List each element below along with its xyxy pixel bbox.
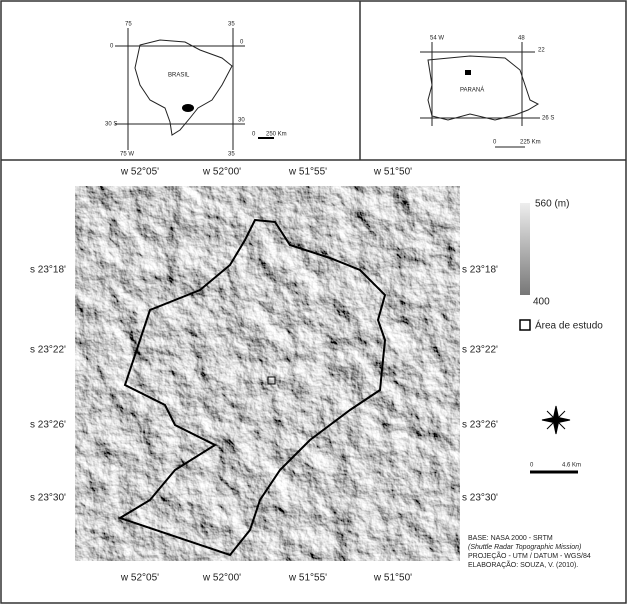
coordinate-label: s 23°30' (462, 493, 498, 504)
coordinate-label: w 52°05' (120, 167, 159, 178)
coordinate-label: s 23°18' (462, 265, 498, 276)
credit: ELABORAÇÃO: SOUZA, V. (2010). (468, 560, 578, 569)
label: 0 (252, 132, 256, 138)
coordinate-label: w 51°55' (288, 573, 327, 584)
credit: BASE: NASA 2000 - SRTM (468, 535, 553, 542)
coordinate-label: w 51°50' (373, 573, 412, 584)
credit: (Shuttle Radar Topographic Mission) (468, 544, 581, 551)
label: 48 (518, 36, 525, 42)
label: 35 (228, 152, 235, 158)
label: 54 W (430, 36, 444, 42)
legend-label: 560 (m) (535, 199, 569, 210)
coordinate-label: s 23°22' (462, 345, 498, 356)
coordinate-label: s 23°26' (462, 420, 498, 431)
label: BRASIL (168, 73, 190, 79)
coordinate-label: s 23°26' (30, 420, 66, 431)
legend-swatch (520, 320, 530, 330)
label: 22 (538, 48, 545, 54)
legend-label: Área de estudo (535, 319, 603, 332)
coordinate-label: w 51°50' (373, 167, 412, 178)
label: 75 (125, 22, 132, 28)
label: 35 (228, 22, 235, 28)
coordinate-label: s 23°30' (30, 493, 66, 504)
coordinate-label: w 52°00' (202, 573, 241, 584)
label: PARANÁ (460, 87, 484, 94)
page: 75 35 0 0 BRASIL 30 S 30 75 W 35 0 250 K… (0, 0, 627, 604)
hillshade (75, 186, 460, 561)
coordinate-label: w 52°05' (120, 573, 159, 584)
coordinate-label: s 23°22' (30, 345, 66, 356)
credit: PROJEÇÃO - UTM / DATUM - WGS/84 (468, 551, 591, 560)
coordinate-label: s 23°18' (30, 265, 66, 276)
label: 225 Km (520, 140, 541, 146)
label: 0 (240, 40, 244, 46)
parana-location (182, 104, 194, 112)
legend-label: 400 (533, 297, 550, 308)
label: 26 S (542, 116, 554, 122)
compass (542, 406, 570, 434)
coordinate-label: w 52°00' (202, 167, 241, 178)
label: 0 (493, 140, 497, 146)
figure: 75 35 0 0 BRASIL 30 S 30 75 W 35 0 250 K… (0, 0, 627, 604)
label: 30 S (105, 122, 117, 128)
label: 250 Km (266, 132, 287, 138)
label: 30 (238, 118, 245, 124)
inset-parana (420, 42, 540, 147)
label: 75 W (120, 152, 134, 158)
label: 4.6 Km (562, 463, 581, 469)
label: 0 (530, 463, 534, 469)
label: 0 (110, 44, 114, 50)
coordinate-label: w 51°55' (288, 167, 327, 178)
elevation-ramp (520, 203, 530, 295)
inset-brasil (115, 28, 245, 150)
study-location (465, 70, 471, 75)
